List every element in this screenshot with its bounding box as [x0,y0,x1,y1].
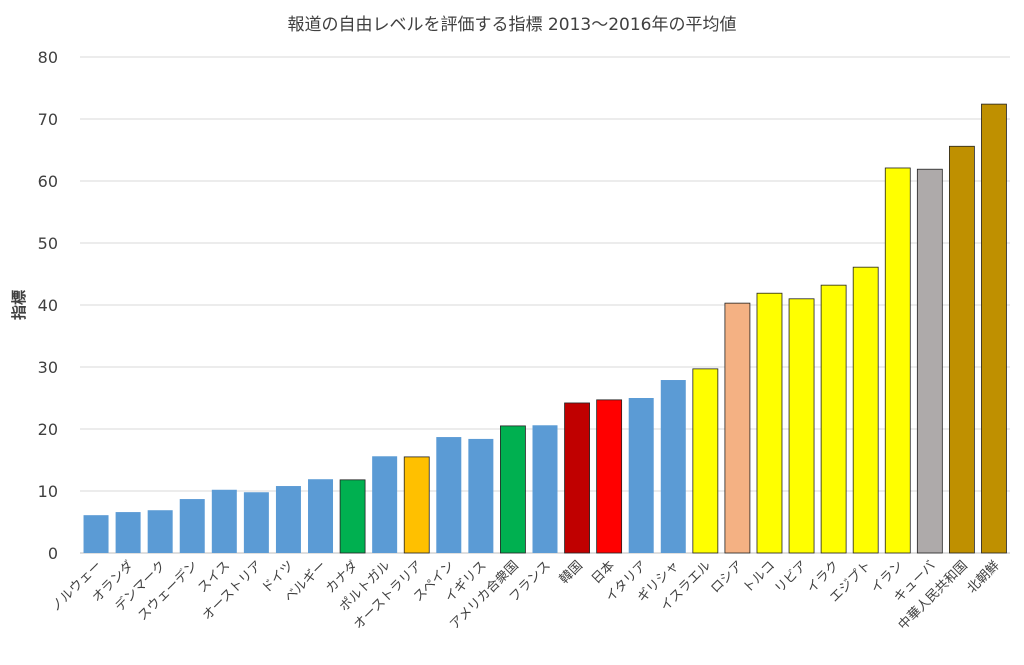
bar [211,489,237,553]
bar [308,479,334,553]
bar [660,380,686,553]
bar [564,402,590,554]
bar [115,512,141,553]
y-tick-label: 40 [38,296,58,315]
bar [147,510,173,553]
bar [179,499,205,553]
bar [756,292,783,554]
bar [948,145,975,554]
bar [372,456,398,553]
y-tick-label: 10 [38,482,58,501]
bar [916,168,943,554]
y-tick-label: 0 [48,544,58,563]
x-tick-label: ロシア [708,558,746,596]
bar [275,486,301,553]
bar [83,515,109,553]
y-axis-ticks: 0 10 20 30 40 50 60 70 80 [38,48,58,563]
bar [596,399,623,554]
y-tick-label: 70 [38,110,58,129]
x-tick-label: 北朝鮮 [965,558,1003,596]
bar [436,437,462,553]
bar [724,302,751,554]
bar [468,438,494,553]
chart-title: 報道の自由レベルを評価する指標 2013～2016年の平均値 [288,15,737,35]
y-tick-label: 30 [38,358,58,377]
x-axis-labels: ノルウェーオランダデンマークスウェーデンスイスオーストリアドイツベルギーカナダポ… [48,558,1003,634]
bar [403,456,430,554]
x-tick-label: 韓国 [557,558,586,587]
bar [981,103,1007,554]
y-tick-label: 60 [38,172,58,191]
y-tick-label: 50 [38,234,58,253]
bar [339,479,366,554]
x-tick-label: ノルウェー [48,558,105,615]
bar [628,398,654,553]
y-tick-label: 20 [38,420,58,439]
x-tick-label: リビア [772,558,810,596]
bar [532,425,558,553]
bar [500,425,526,554]
bar [788,298,815,554]
bar [692,368,719,554]
y-axis-label: 指標 [10,290,28,320]
bar [852,266,879,554]
bar [243,492,269,553]
bar [820,284,847,554]
bar [884,167,911,554]
bars [83,103,1007,554]
y-tick-label: 80 [38,48,58,67]
x-tick-label: トルコ [740,558,778,596]
